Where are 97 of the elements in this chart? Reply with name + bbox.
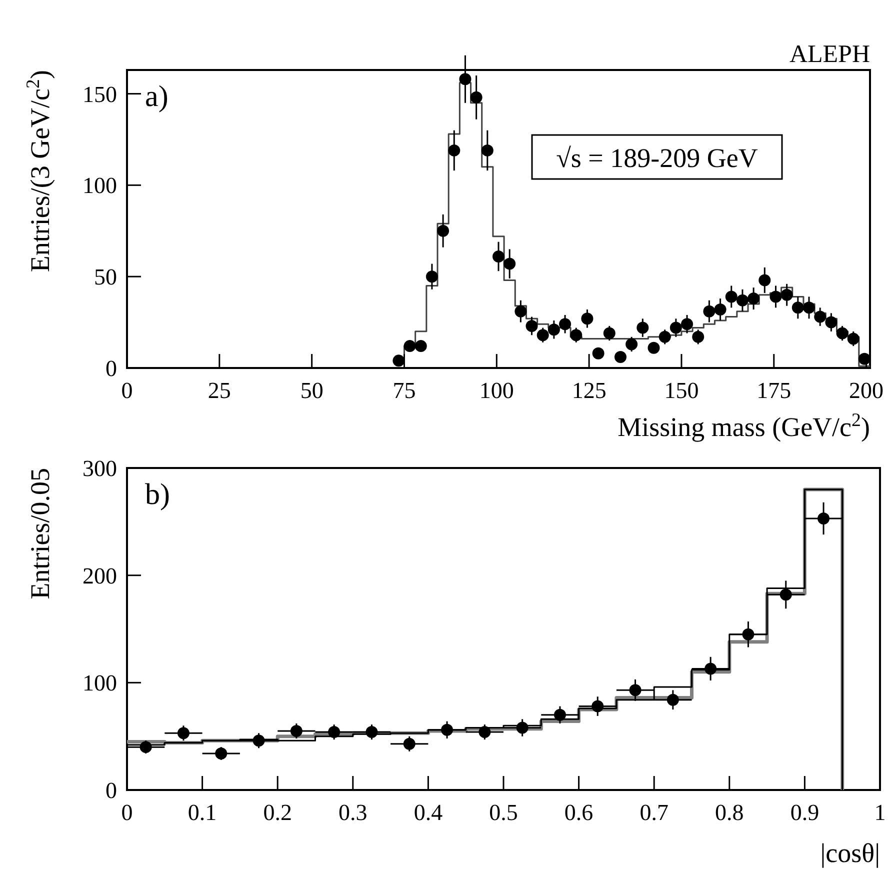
point xyxy=(847,332,860,345)
point xyxy=(570,329,582,342)
y-tick-label: 300 xyxy=(82,456,117,481)
point xyxy=(559,318,572,330)
x-tick-label: 100 xyxy=(479,378,514,403)
point xyxy=(437,224,450,237)
annotation: b) xyxy=(145,478,170,511)
point xyxy=(792,302,804,314)
x-tick-label: 75 xyxy=(392,378,416,403)
point xyxy=(636,322,649,334)
point xyxy=(748,292,760,305)
x-tick-label: 150 xyxy=(664,378,699,403)
point xyxy=(592,700,604,712)
point xyxy=(140,741,152,754)
point xyxy=(818,512,830,524)
point xyxy=(629,684,642,696)
x-tick-label: 175 xyxy=(756,378,792,403)
x-tick-label: 0.1 xyxy=(188,800,217,825)
point xyxy=(703,305,716,318)
x-tick-label: 0.5 xyxy=(489,800,518,825)
y-tick-label: 0 xyxy=(106,356,117,381)
point xyxy=(581,312,594,325)
point xyxy=(780,588,792,601)
y-tick-label: 50 xyxy=(94,264,117,290)
x-tick-label: 0.4 xyxy=(414,800,444,825)
point xyxy=(692,330,704,343)
point xyxy=(215,748,228,760)
point xyxy=(478,726,491,738)
point xyxy=(536,329,549,342)
point xyxy=(554,708,566,721)
y-tick-label: 100 xyxy=(82,670,117,696)
point xyxy=(414,340,427,352)
point xyxy=(670,322,682,334)
x-axis-title: |cosθ| xyxy=(820,838,880,868)
annotation: √s = 189-209 GeV xyxy=(556,143,758,173)
point xyxy=(626,338,638,350)
y-tick-label: 150 xyxy=(82,82,117,107)
point xyxy=(177,727,190,740)
point xyxy=(481,144,494,156)
point xyxy=(681,318,694,330)
y-axis-title: Entries/0.05 xyxy=(25,468,55,600)
x-tick-label: 0.9 xyxy=(790,800,820,825)
point xyxy=(780,288,793,301)
y-tick-label: 100 xyxy=(82,173,117,198)
point xyxy=(548,324,560,336)
point xyxy=(392,354,405,367)
x-tick-label: 0.3 xyxy=(338,800,368,825)
point xyxy=(836,327,848,340)
point xyxy=(770,290,782,303)
point xyxy=(290,724,302,737)
point xyxy=(736,294,748,306)
y-tick-label: 0 xyxy=(106,778,117,803)
point xyxy=(758,274,771,286)
point xyxy=(366,726,378,738)
point xyxy=(252,734,265,747)
point xyxy=(648,342,660,354)
x-tick-label: 1 xyxy=(874,800,886,825)
point xyxy=(470,91,482,104)
x-tick-label: 0 xyxy=(121,378,133,403)
point xyxy=(666,694,679,706)
point xyxy=(603,327,616,340)
point xyxy=(492,250,504,262)
x-tick-label: 25 xyxy=(208,378,231,403)
point xyxy=(441,724,454,736)
point xyxy=(403,738,416,750)
point xyxy=(825,316,838,328)
point xyxy=(658,330,671,343)
x-tick-label: 0.6 xyxy=(564,800,594,825)
x-axis-title: Missing mass (GeV/c$^{2}$) xyxy=(618,410,870,442)
point xyxy=(514,305,527,318)
point xyxy=(714,303,726,316)
point xyxy=(803,302,816,314)
point xyxy=(614,351,626,364)
x-tick-label: 0.2 xyxy=(263,800,292,825)
point xyxy=(504,258,516,270)
point xyxy=(328,726,340,738)
y-tick-label: 200 xyxy=(82,563,117,588)
point xyxy=(516,722,528,734)
x-tick-label: 0 xyxy=(121,800,133,825)
point xyxy=(814,310,826,323)
point xyxy=(526,320,538,332)
x-tick-label: 0.7 xyxy=(640,800,668,825)
point xyxy=(426,270,438,283)
chart-title: ALEPH xyxy=(789,41,870,68)
x-tick-label: 125 xyxy=(572,378,606,403)
annotation: a) xyxy=(145,80,168,113)
point xyxy=(404,340,416,352)
point xyxy=(704,662,717,675)
x-tick-label: 50 xyxy=(300,378,324,403)
point xyxy=(858,352,870,365)
point xyxy=(725,290,738,303)
x-tick-label: 200 xyxy=(849,378,884,403)
point xyxy=(459,73,472,86)
point xyxy=(448,144,460,156)
point xyxy=(592,347,604,360)
x-tick-label: 0.8 xyxy=(715,800,744,825)
point xyxy=(742,628,754,640)
